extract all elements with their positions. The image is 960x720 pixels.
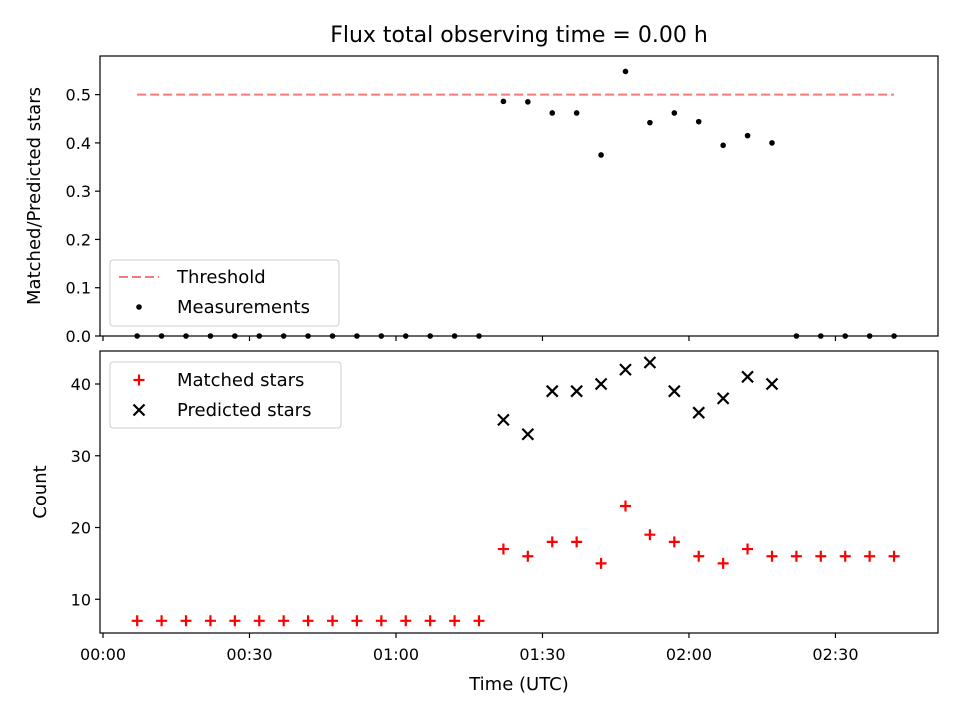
x-tick-label: 00:30 bbox=[226, 645, 272, 664]
matched-point bbox=[546, 536, 558, 548]
matched-point bbox=[839, 550, 851, 562]
matched-point bbox=[693, 550, 705, 562]
legend-matched-label: Matched stars bbox=[177, 370, 304, 391]
legend-box bbox=[109, 361, 342, 429]
predicted-point bbox=[716, 392, 730, 405]
y-tick-label: 0.5 bbox=[66, 86, 91, 105]
y-tick-label: 40 bbox=[71, 375, 91, 394]
predicted-point bbox=[643, 356, 657, 369]
predicted-point bbox=[741, 370, 754, 384]
matched-point bbox=[595, 557, 607, 569]
matched-point bbox=[449, 615, 461, 627]
y-tick-label: 0.2 bbox=[66, 230, 91, 249]
predicted-point bbox=[594, 377, 608, 391]
matched-point bbox=[864, 550, 876, 562]
legend-measurements-swatch bbox=[136, 304, 142, 310]
matched-point bbox=[351, 615, 363, 627]
bottom-y-axis-label: Count bbox=[30, 465, 51, 518]
x-axis-label: Time (UTC) bbox=[468, 674, 569, 695]
predicted-point bbox=[497, 413, 510, 427]
predicted-point bbox=[765, 377, 779, 391]
predicted-point bbox=[521, 427, 535, 441]
legend-predicted-label: Predicted stars bbox=[177, 400, 311, 421]
matched-point bbox=[424, 615, 436, 627]
matched-point bbox=[473, 615, 485, 627]
matched-point bbox=[644, 529, 656, 541]
measurement-point bbox=[622, 68, 629, 75]
matched-point bbox=[229, 615, 241, 627]
measurement-point bbox=[549, 110, 556, 116]
matched-point bbox=[497, 543, 509, 555]
y-tick-label: 0.0 bbox=[66, 327, 91, 346]
matched-point bbox=[522, 550, 534, 562]
matched-point bbox=[668, 536, 680, 548]
matched-point bbox=[571, 536, 583, 548]
matched-point bbox=[180, 615, 192, 627]
matched-point bbox=[253, 615, 265, 627]
top-x-axis-ticks bbox=[102, 336, 837, 341]
predicted-point bbox=[545, 384, 559, 398]
x-tick-label: 01:30 bbox=[519, 645, 565, 664]
top-panel: 0.0 0.1 0.2 0.3 0.4 0.5 Matched/Predicted sta… bbox=[24, 55, 939, 346]
predicted-point bbox=[570, 384, 583, 398]
y-tick-label: 20 bbox=[71, 519, 91, 538]
x-tick-label: 00:00 bbox=[80, 645, 126, 664]
y-tick-label: 10 bbox=[71, 590, 91, 609]
bottom-legend: Matched stars Predicted stars bbox=[109, 361, 342, 429]
predicted-point bbox=[692, 406, 706, 419]
legend-box bbox=[109, 259, 340, 327]
matched-point bbox=[327, 615, 339, 627]
y-tick-label: 0.3 bbox=[66, 182, 91, 201]
measurement-point bbox=[598, 152, 604, 158]
x-tick-label: 02:30 bbox=[812, 645, 858, 664]
x-tick-label: 01:00 bbox=[373, 645, 419, 664]
bottom-x-axis: 00:00 00:30 01:00 01:30 02:00 02:30 bbox=[80, 633, 859, 664]
top-legend: Threshold Measurements bbox=[109, 259, 340, 327]
legend-threshold-label: Threshold bbox=[176, 267, 266, 288]
matched-point bbox=[375, 615, 387, 627]
predicted-point bbox=[668, 384, 681, 398]
top-axes-frame bbox=[99, 55, 939, 337]
matched-point bbox=[156, 615, 168, 627]
matched-point bbox=[204, 615, 216, 627]
chart-title: Flux total observing time = 0.00 h bbox=[330, 23, 708, 48]
x-tick-label: 02:00 bbox=[666, 645, 712, 664]
measurement-point bbox=[671, 110, 678, 116]
y-tick-label: 0.4 bbox=[66, 134, 91, 153]
matched-point bbox=[742, 543, 754, 555]
y-tick-label: 0.1 bbox=[66, 279, 91, 298]
measurement-point bbox=[769, 140, 775, 146]
bottom-plot-area bbox=[131, 356, 900, 627]
bottom-y-axis: 10 20 30 40 bbox=[71, 375, 100, 609]
legend-predicted-swatch bbox=[132, 403, 146, 417]
measurement-point bbox=[720, 142, 726, 149]
measurement-point bbox=[573, 110, 580, 116]
measurement-point bbox=[695, 118, 702, 125]
matched-point bbox=[815, 550, 827, 562]
matched-point bbox=[766, 550, 778, 562]
bottom-axes-frame bbox=[99, 350, 939, 634]
matched-point bbox=[790, 550, 802, 562]
matched-point bbox=[302, 615, 314, 627]
matched-point bbox=[717, 557, 729, 569]
legend-measurements-label: Measurements bbox=[177, 297, 310, 318]
matched-point bbox=[278, 615, 290, 627]
y-tick-label: 30 bbox=[71, 447, 91, 466]
matched-point bbox=[888, 550, 900, 562]
measurement-point bbox=[744, 132, 751, 139]
measurement-point bbox=[500, 98, 507, 105]
measurement-point bbox=[525, 99, 531, 105]
matched-point bbox=[400, 615, 412, 627]
legend-matched-swatch bbox=[133, 374, 145, 386]
matched-point bbox=[131, 615, 143, 627]
measurement-point bbox=[647, 119, 653, 126]
top-y-axis-label: Matched/Predicted stars bbox=[24, 87, 45, 305]
predicted-point bbox=[619, 363, 632, 376]
matched-point bbox=[619, 500, 631, 512]
top-y-axis: 0.0 0.1 0.2 0.3 0.4 0.5 bbox=[66, 86, 100, 346]
